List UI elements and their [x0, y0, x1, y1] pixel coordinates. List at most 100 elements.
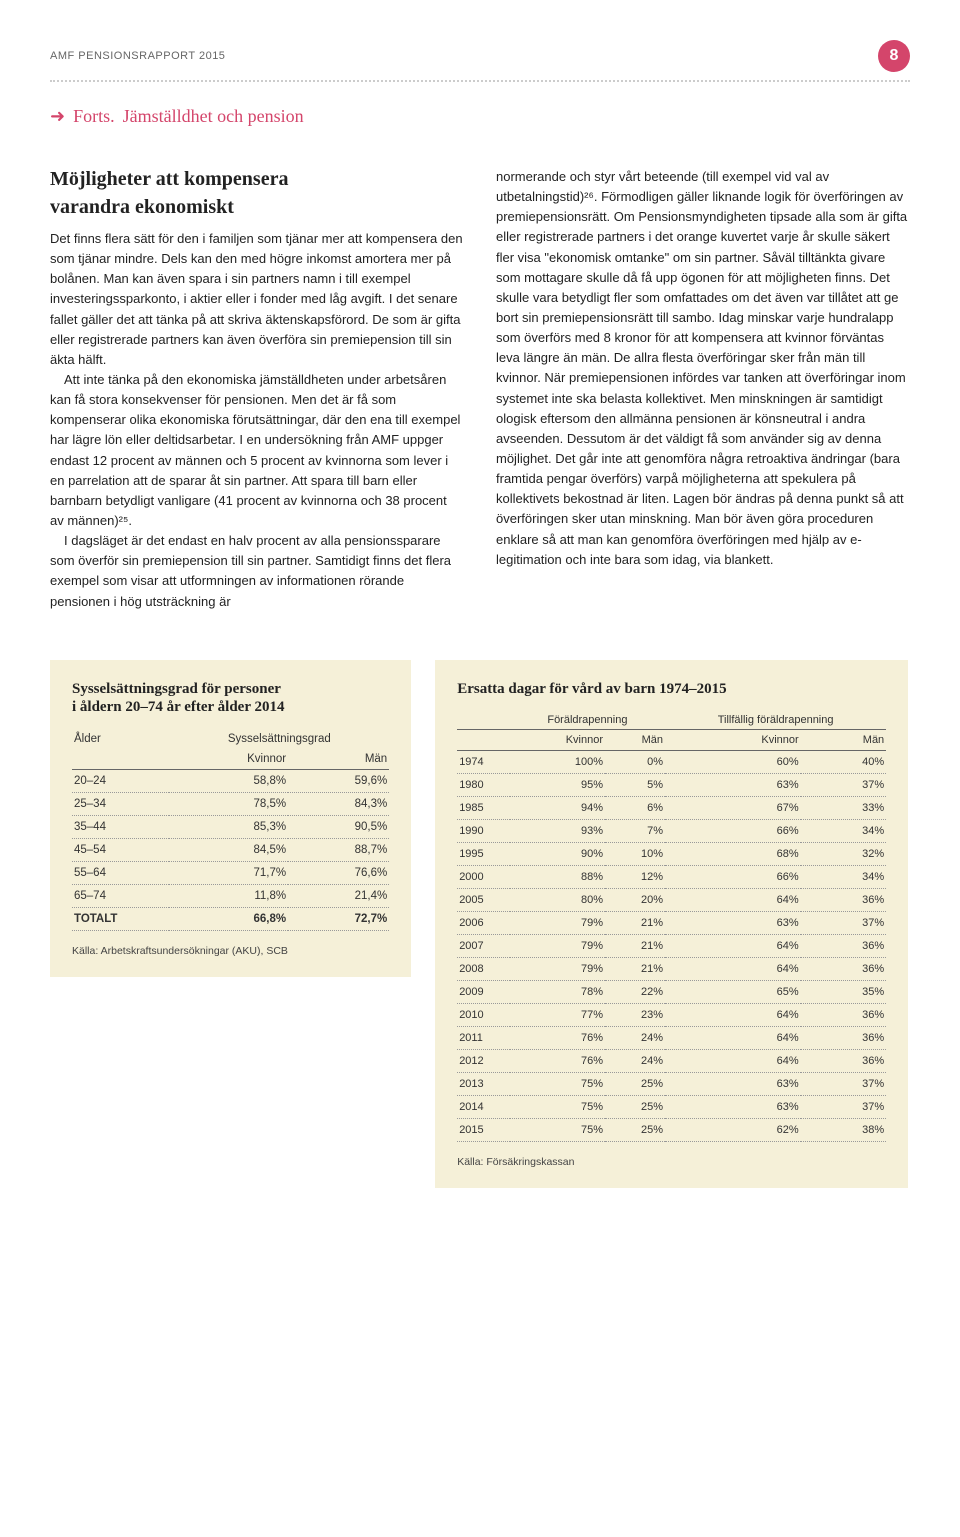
cell-fm: 24% [605, 1050, 665, 1073]
th-men: Män [288, 749, 389, 770]
cell-year: 2005 [457, 889, 510, 912]
cell-women: 85,3% [169, 816, 288, 839]
cell-age: 55–64 [72, 862, 169, 885]
cell-year: 1990 [457, 820, 510, 843]
table-row: 45–5484,5%88,7% [72, 839, 389, 862]
cell-total-label: TOTALT [72, 908, 169, 931]
doc-header: AMF PENSIONSRAPPORT 2015 [50, 50, 225, 62]
cell-tw: 67% [665, 797, 801, 820]
header-row: AMF PENSIONSRAPPORT 2015 8 [50, 40, 910, 72]
table-row: 201176%24%64%36% [457, 1027, 886, 1050]
table-row: 199093%7%66%34% [457, 820, 886, 843]
cell-men: 88,7% [288, 839, 389, 862]
cell-year: 2012 [457, 1050, 510, 1073]
cell-fm: 20% [605, 889, 665, 912]
cell-tw: 66% [665, 866, 801, 889]
cell-men: 84,3% [288, 793, 389, 816]
th-women: Kvinnor [510, 730, 605, 751]
cell-women: 84,5% [169, 839, 288, 862]
cell-tm: 37% [801, 774, 887, 797]
cell-fw: 93% [510, 820, 605, 843]
cell-women: 58,8% [169, 770, 288, 793]
table-row: 198594%6%67%33% [457, 797, 886, 820]
cell-fm: 21% [605, 912, 665, 935]
th-blank [72, 749, 169, 770]
cell-fm: 25% [605, 1073, 665, 1096]
table-row: 200679%21%63%37% [457, 912, 886, 935]
cell-tw: 63% [665, 912, 801, 935]
cell-tw: 66% [665, 820, 801, 843]
cell-year: 1995 [457, 843, 510, 866]
cell-fw: 79% [510, 912, 605, 935]
cell-fw: 95% [510, 774, 605, 797]
cell-fm: 21% [605, 958, 665, 981]
table-row-total: TOTALT66,8%72,7% [72, 908, 389, 931]
cell-women: 11,8% [169, 885, 288, 908]
cell-tm: 40% [801, 751, 887, 774]
table-row: 55–6471,7%76,6% [72, 862, 389, 885]
th-blank [457, 730, 510, 751]
cell-tw: 62% [665, 1119, 801, 1142]
cell-women: 78,5% [169, 793, 288, 816]
cell-year: 1980 [457, 774, 510, 797]
para: I dagsläget är det endast en halv procen… [50, 531, 464, 612]
cell-fw: 75% [510, 1119, 605, 1142]
cell-men: 59,6% [288, 770, 389, 793]
cell-tw: 63% [665, 1073, 801, 1096]
column-right: normerande och styr vårt beteende (till … [496, 167, 910, 612]
table-row: 200088%12%66%34% [457, 866, 886, 889]
cell-tm: 34% [801, 866, 887, 889]
cell-total-m: 72,7% [288, 908, 389, 931]
table-row: 1974100%0%60%40% [457, 751, 886, 774]
tables-row: Sysselsättningsgrad för personer i ålder… [50, 660, 910, 1189]
page-number-badge: 8 [878, 40, 910, 72]
cell-fw: 94% [510, 797, 605, 820]
cell-tm: 35% [801, 981, 887, 1004]
forts-label: Forts. [73, 106, 115, 127]
cell-tw: 63% [665, 1096, 801, 1119]
cell-tm: 36% [801, 1004, 887, 1027]
cell-fw: 78% [510, 981, 605, 1004]
cell-tw: 64% [665, 935, 801, 958]
cell-age: 35–44 [72, 816, 169, 839]
cell-fm: 24% [605, 1027, 665, 1050]
body-columns: Möjligheter att kompensera varandra ekon… [50, 167, 910, 612]
cell-year: 2008 [457, 958, 510, 981]
cell-fw: 79% [510, 958, 605, 981]
cell-fm: 25% [605, 1096, 665, 1119]
table-row: 198095%5%63%37% [457, 774, 886, 797]
para: normerande och styr vårt beteende (till … [496, 167, 910, 570]
table1-source: Källa: Arbetskraftsundersökningar (AKU),… [72, 945, 389, 957]
cell-fm: 6% [605, 797, 665, 820]
cell-fw: 88% [510, 866, 605, 889]
cell-fw: 100% [510, 751, 605, 774]
cell-tm: 33% [801, 797, 887, 820]
cell-fm: 21% [605, 935, 665, 958]
cell-fm: 23% [605, 1004, 665, 1027]
cell-tm: 36% [801, 889, 887, 912]
column-left: Möjligheter att kompensera varandra ekon… [50, 167, 464, 612]
cell-fw: 75% [510, 1096, 605, 1119]
table-row: 200978%22%65%35% [457, 981, 886, 1004]
cell-age: 20–24 [72, 770, 169, 793]
cell-tm: 37% [801, 1096, 887, 1119]
table1-title-line2: i åldern 20–74 år efter ålder 2014 [72, 699, 284, 715]
section-title-line2: varandra ekonomiskt [50, 195, 464, 219]
table1-title: Sysselsättningsgrad för personer i ålder… [72, 680, 389, 718]
cell-tw: 63% [665, 774, 801, 797]
cell-fm: 22% [605, 981, 665, 1004]
cell-age: 65–74 [72, 885, 169, 908]
table-row: 20–2458,8%59,6% [72, 770, 389, 793]
divider [50, 80, 910, 82]
cell-year: 2009 [457, 981, 510, 1004]
table-row: 200580%20%64%36% [457, 889, 886, 912]
th-men: Män [605, 730, 665, 751]
th-women: Kvinnor [169, 749, 288, 770]
table1-title-line1: Sysselsättningsgrad för personer [72, 681, 281, 697]
table-row: 35–4485,3%90,5% [72, 816, 389, 839]
table-row: 65–7411,8%21,4% [72, 885, 389, 908]
th-blank [457, 710, 510, 730]
th-group2: Tillfällig föräldrapenning [665, 710, 886, 730]
cell-year: 2011 [457, 1027, 510, 1050]
cell-fw: 90% [510, 843, 605, 866]
